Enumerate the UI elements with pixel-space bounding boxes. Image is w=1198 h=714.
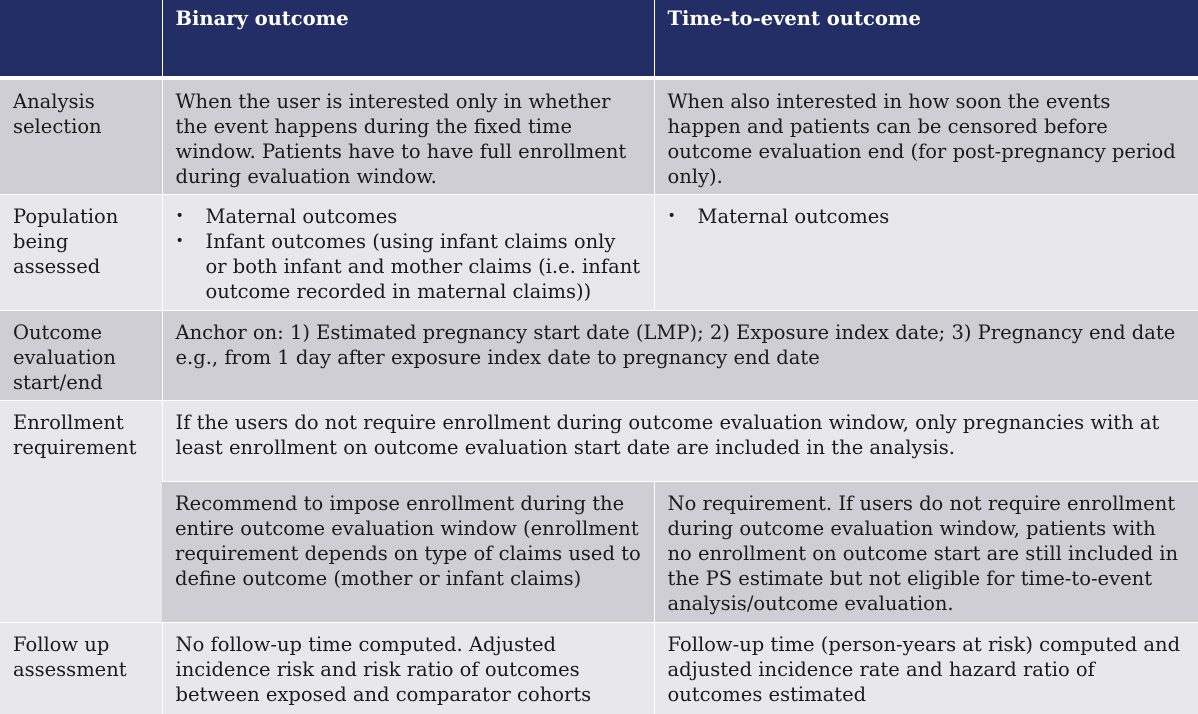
row-follow-up-assessment: Follow up assessment No follow-up time c…	[0, 621, 1198, 714]
row-label: Follow up assessment	[0, 621, 162, 714]
cell-time-to-event: Maternal outcomes	[653, 193, 1198, 310]
row-label: Analysis selection	[0, 77, 162, 194]
row-label: Population being assessed	[0, 193, 162, 310]
bullet-list: Maternal outcomes	[668, 204, 1187, 229]
cell-shared: If the users do not require enrollment d…	[161, 399, 1198, 481]
row-analysis-selection: Analysis selection When the user is inte…	[0, 77, 1198, 194]
cell-binary: No follow-up time computed. Adjusted inc…	[161, 621, 654, 714]
row-label: Enrollment requirement	[0, 399, 162, 622]
cell-time-to-event: Follow-up time (person-years at risk) co…	[653, 621, 1198, 714]
row-enrollment-requirement: Enrollment requirement If the users do n…	[0, 399, 1198, 622]
cell-shared: Anchor on: 1) Estimated pregnancy start …	[161, 309, 1198, 400]
header-empty-cell	[0, 0, 162, 80]
header-row: Binary outcome Time-to-event outcome	[0, 0, 1198, 80]
header-binary-outcome: Binary outcome	[161, 0, 654, 80]
row-enrollment-detail: Recommend to impose enrollment during th…	[0, 480, 1198, 622]
cell-time-to-event: When also interested in how soon the eve…	[653, 77, 1198, 194]
cell-time-to-event: No requirement. If users do not require …	[653, 480, 1198, 622]
cell-binary: Recommend to impose enrollment during th…	[162, 480, 654, 622]
header-time-to-event-outcome: Time-to-event outcome	[653, 0, 1198, 80]
cell-binary: Maternal outcomes Infant outcomes (using…	[161, 193, 654, 310]
cell-binary: When the user is interested only in whet…	[161, 77, 654, 194]
list-item: Maternal outcomes	[176, 204, 642, 229]
row-outcome-evaluation: Outcome evaluation start/end Anchor on: …	[0, 309, 1198, 400]
bullet-list: Maternal outcomes Infant outcomes (using…	[176, 204, 642, 304]
row-label: Outcome evaluation start/end	[0, 309, 162, 400]
list-item: Maternal outcomes	[668, 204, 1187, 229]
list-item: Infant outcomes (using infant claims onl…	[176, 229, 642, 304]
row-population-assessed: Population being assessed Maternal outco…	[0, 193, 1198, 310]
